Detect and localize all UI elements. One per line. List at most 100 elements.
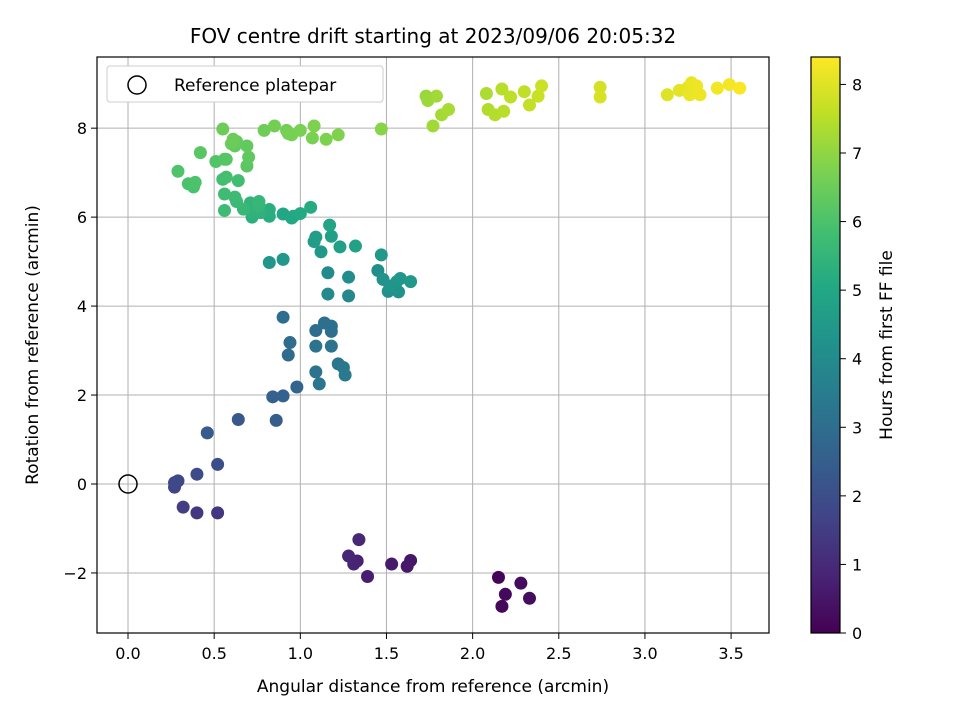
data-point bbox=[269, 413, 283, 427]
data-point bbox=[504, 90, 518, 104]
y-axis-label: Rotation from reference (arcmin) bbox=[23, 205, 43, 485]
data-point bbox=[190, 467, 204, 481]
y-tick-label: −2 bbox=[63, 564, 87, 583]
data-point bbox=[514, 576, 528, 590]
data-point bbox=[693, 88, 707, 102]
data-point bbox=[304, 200, 318, 214]
data-point bbox=[498, 587, 512, 601]
data-point bbox=[216, 122, 230, 136]
x-tick-label: 0.5 bbox=[201, 644, 226, 663]
data-point bbox=[240, 139, 254, 153]
data-point bbox=[314, 245, 328, 259]
data-point bbox=[226, 132, 240, 146]
data-point bbox=[305, 131, 319, 145]
data-point bbox=[266, 390, 280, 404]
data-point bbox=[193, 146, 207, 160]
data-point bbox=[361, 570, 375, 584]
data-point bbox=[276, 310, 290, 324]
y-axis-ticks: −2 0 2 4 6 8 bbox=[63, 119, 97, 583]
data-point bbox=[242, 150, 256, 164]
data-point bbox=[683, 88, 697, 102]
legend: Reference platepar bbox=[106, 65, 384, 103]
data-point bbox=[522, 591, 536, 605]
data-point bbox=[218, 203, 232, 217]
data-point bbox=[321, 266, 335, 280]
colorbar-tick-label: 0 bbox=[852, 624, 862, 643]
colorbar: 0 1 2 3 4 5 6 7 8 Hours from first FF file bbox=[810, 56, 897, 643]
data-point bbox=[309, 230, 323, 244]
data-point bbox=[219, 170, 233, 184]
data-point bbox=[593, 80, 607, 94]
data-point bbox=[733, 81, 747, 95]
data-point bbox=[211, 457, 225, 471]
data-point bbox=[593, 90, 607, 104]
x-tick-label: 1.5 bbox=[374, 644, 399, 663]
colorbar-tick-label: 7 bbox=[852, 144, 862, 163]
data-point bbox=[342, 549, 356, 563]
data-point bbox=[171, 164, 185, 178]
data-point bbox=[374, 122, 388, 136]
data-point bbox=[491, 570, 505, 584]
data-point bbox=[228, 190, 242, 204]
x-tick-label: 3.5 bbox=[718, 644, 743, 663]
data-point bbox=[495, 599, 509, 613]
data-point bbox=[211, 506, 225, 520]
data-point bbox=[231, 174, 245, 188]
data-point bbox=[276, 252, 290, 266]
data-point bbox=[385, 557, 399, 571]
colorbar-tick-label: 8 bbox=[852, 75, 862, 94]
data-point bbox=[231, 413, 245, 427]
data-point bbox=[442, 102, 456, 116]
data-point bbox=[312, 377, 326, 391]
data-point bbox=[429, 89, 443, 103]
data-point bbox=[342, 289, 356, 303]
colorbar-tick-label: 5 bbox=[852, 281, 862, 300]
data-point bbox=[393, 272, 407, 286]
data-point bbox=[219, 152, 233, 166]
x-tick-label: 0.0 bbox=[115, 644, 140, 663]
y-tick-label: 6 bbox=[77, 208, 87, 227]
data-point bbox=[352, 533, 366, 547]
y-tick-label: 4 bbox=[77, 297, 87, 316]
data-point bbox=[309, 339, 323, 353]
colorbar-tick-label: 2 bbox=[852, 487, 862, 506]
data-point bbox=[722, 78, 736, 92]
data-point bbox=[262, 255, 276, 269]
colorbar-tick-label: 6 bbox=[852, 213, 862, 232]
legend-label: Reference platepar bbox=[174, 76, 336, 96]
data-point bbox=[171, 474, 185, 488]
data-point bbox=[252, 195, 266, 209]
data-point bbox=[348, 239, 362, 253]
data-point bbox=[497, 104, 511, 118]
data-point bbox=[281, 348, 295, 362]
x-tick-label: 2.5 bbox=[546, 644, 571, 663]
colorbar-ticks: 0 1 2 3 4 5 6 7 8 bbox=[840, 75, 862, 643]
data-point bbox=[400, 559, 414, 573]
data-point bbox=[188, 175, 202, 189]
data-point bbox=[267, 119, 281, 133]
colorbar-tick-label: 1 bbox=[852, 555, 862, 574]
data-point bbox=[293, 207, 307, 221]
data-point bbox=[290, 380, 304, 394]
x-axis-label: Angular distance from reference (arcmin) bbox=[257, 677, 609, 697]
data-point bbox=[479, 86, 493, 100]
data-point bbox=[309, 324, 323, 338]
data-point bbox=[176, 500, 190, 514]
reference-marker bbox=[118, 474, 138, 494]
colorbar-label: Hours from first FF file bbox=[877, 250, 897, 440]
data-point bbox=[374, 248, 388, 262]
x-axis-ticks: 0.0 0.5 1.0 1.5 2.0 2.5 3.0 3.5 bbox=[115, 633, 744, 663]
x-tick-label: 2.0 bbox=[460, 644, 485, 663]
colorbar-tick-label: 4 bbox=[852, 350, 862, 369]
data-point bbox=[517, 85, 531, 99]
colorbar-frame bbox=[810, 56, 841, 634]
data-point bbox=[426, 119, 440, 133]
data-point bbox=[324, 324, 338, 338]
data-point bbox=[531, 89, 545, 103]
scatter-points bbox=[168, 76, 747, 613]
data-point bbox=[323, 218, 337, 232]
plot-frame bbox=[96, 56, 770, 634]
data-point bbox=[324, 339, 338, 353]
data-point bbox=[342, 270, 356, 284]
